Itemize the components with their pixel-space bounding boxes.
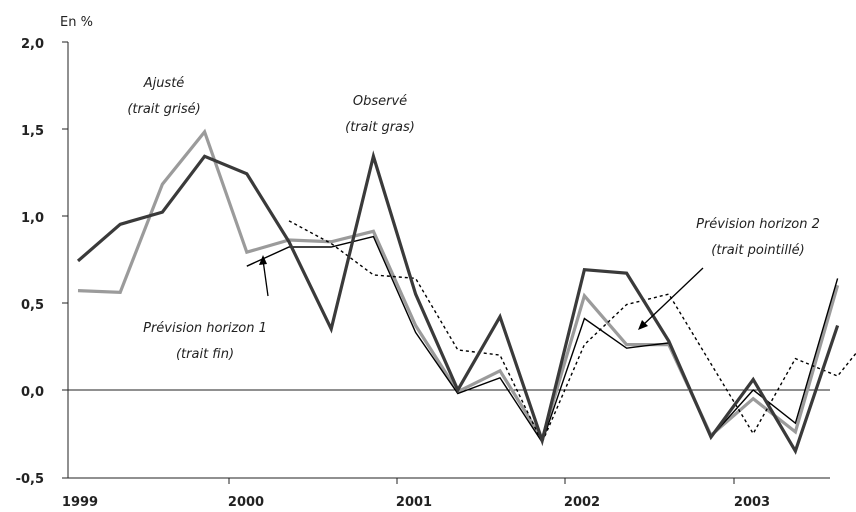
y-tick-label: 0,5 <box>21 298 44 313</box>
x-tick-label: 2001 <box>396 495 432 510</box>
y-tick-label: 1,5 <box>21 124 44 139</box>
series-line-horizon1 <box>246 235 839 444</box>
unit-label: En % <box>60 15 93 30</box>
annotation-horizon-1: Prévision horizon 1 <box>143 321 267 336</box>
annotation-horizon-1-note: (trait fin) <box>176 347 234 362</box>
annotation-horizon-2-note: (trait pointillé) <box>711 243 804 258</box>
callout-arrow-horizon-2 <box>641 267 704 327</box>
y-tick-label: 0,0 <box>21 385 44 400</box>
y-tick-label: 1,0 <box>21 211 44 226</box>
x-tick-label: 2000 <box>228 495 264 510</box>
x-tick-label: 2002 <box>564 495 600 510</box>
annotation-observe: Observé <box>353 94 407 109</box>
y-tick-label: -0,5 <box>16 472 44 487</box>
x-tick-label: 2003 <box>734 495 770 510</box>
annotation-observe-note: (trait gras) <box>345 120 415 135</box>
x-tick-label: 1999 <box>62 495 98 510</box>
annotation-ajuste: Ajusté <box>143 76 185 91</box>
series-line-observe <box>76 150 840 455</box>
callout-arrow-horizon-1 <box>262 259 269 297</box>
y-tick-label: 2,0 <box>21 37 44 52</box>
callout-arrowhead-horizon-1 <box>259 255 267 265</box>
callout-arrowhead-horizon-2 <box>638 320 648 330</box>
annotation-horizon-2: Prévision horizon 2 <box>696 217 820 232</box>
annotation-ajuste-note: (trait grisé) <box>127 102 200 117</box>
series-line-horizon2 <box>288 220 856 445</box>
